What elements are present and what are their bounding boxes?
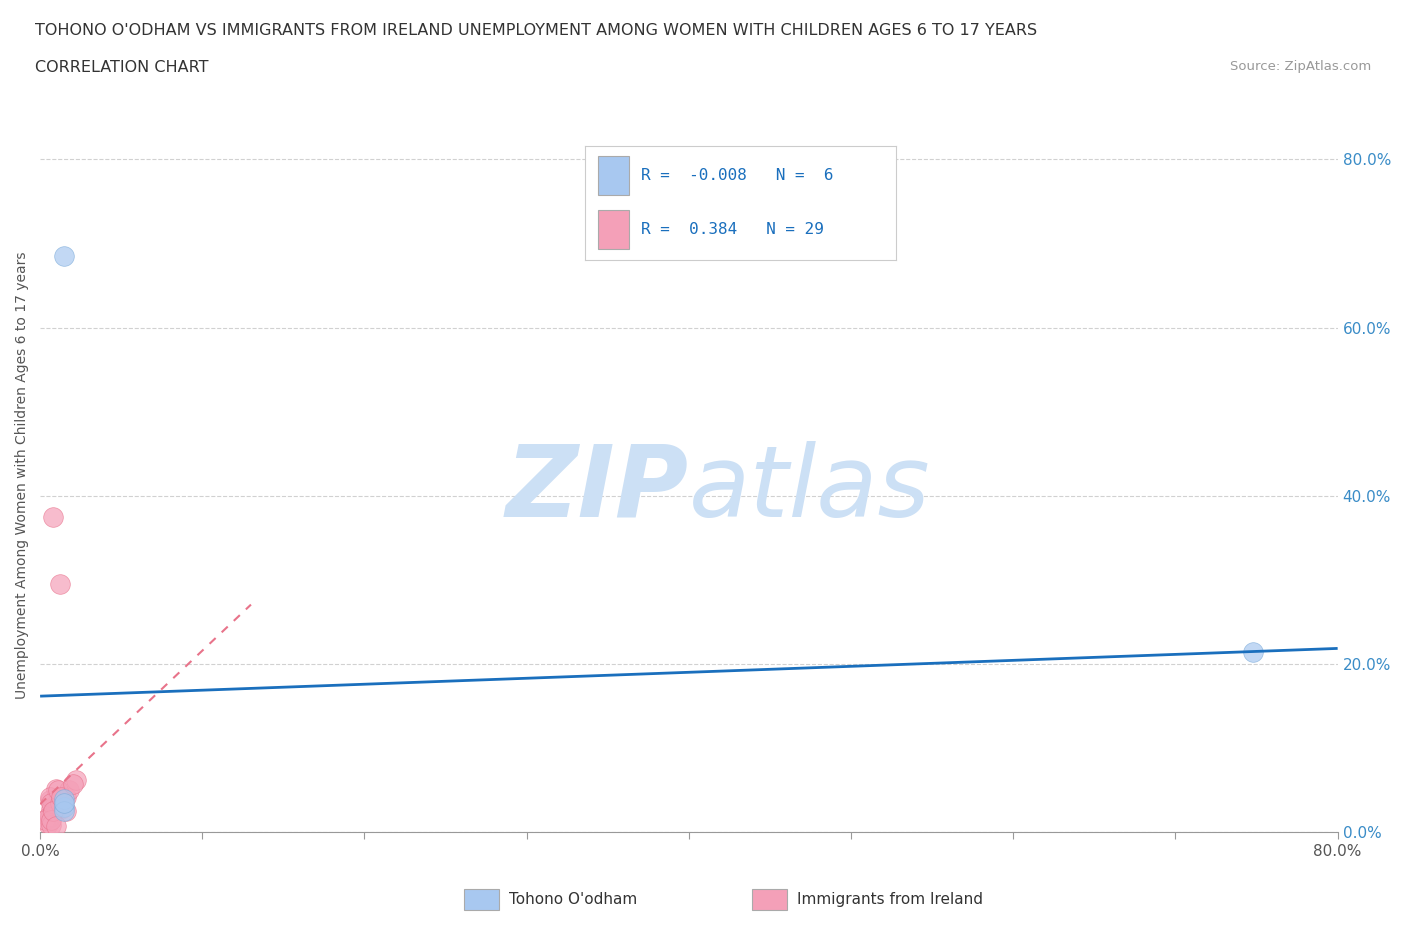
Text: Tohono O'odham: Tohono O'odham [509, 892, 637, 907]
Point [44, 804, 66, 818]
Text: TOHONO O'ODHAM VS IMMIGRANTS FROM IRELAND UNEMPLOYMENT AMONG WOMEN WITH CHILDREN: TOHONO O'ODHAM VS IMMIGRANTS FROM IRELAN… [35, 23, 1038, 38]
Point [38, 793, 60, 808]
Point [51, 802, 73, 817]
Point [41, 817, 63, 832]
Point [55, 804, 77, 818]
Point [41, 795, 63, 810]
Point [46, 783, 69, 798]
Point [45, 818, 67, 833]
Point [53, 795, 76, 810]
Point [41, 812, 63, 827]
Point [41, 812, 63, 827]
Point [37, 810, 59, 825]
Point [53, 800, 76, 815]
Point [62, 777, 84, 791]
Point [45, 781, 67, 796]
Point [48, 795, 70, 810]
Point [42, 804, 65, 818]
Point [34, 812, 56, 827]
Point [53, 804, 76, 818]
Point [1241, 644, 1264, 659]
Text: CORRELATION CHART: CORRELATION CHART [35, 60, 208, 75]
Text: Immigrants from Ireland: Immigrants from Ireland [797, 892, 983, 907]
Point [53, 791, 76, 806]
Point [48, 577, 70, 591]
Point [38, 810, 60, 825]
Point [58, 783, 80, 798]
Text: ZIP: ZIP [506, 441, 689, 538]
Point [46, 798, 69, 813]
Point [42, 510, 65, 525]
Point [37, 817, 59, 831]
Point [41, 802, 63, 817]
Point [53, 248, 76, 263]
Text: Source: ZipAtlas.com: Source: ZipAtlas.com [1230, 60, 1371, 73]
Point [51, 790, 73, 804]
Point [55, 790, 77, 804]
Point [65, 773, 87, 788]
Point [42, 804, 65, 818]
Y-axis label: Unemployment Among Women with Children Ages 6 to 17 years: Unemployment Among Women with Children A… [15, 251, 30, 698]
Point [44, 797, 66, 812]
Text: atlas: atlas [689, 441, 931, 538]
Point [38, 790, 60, 804]
